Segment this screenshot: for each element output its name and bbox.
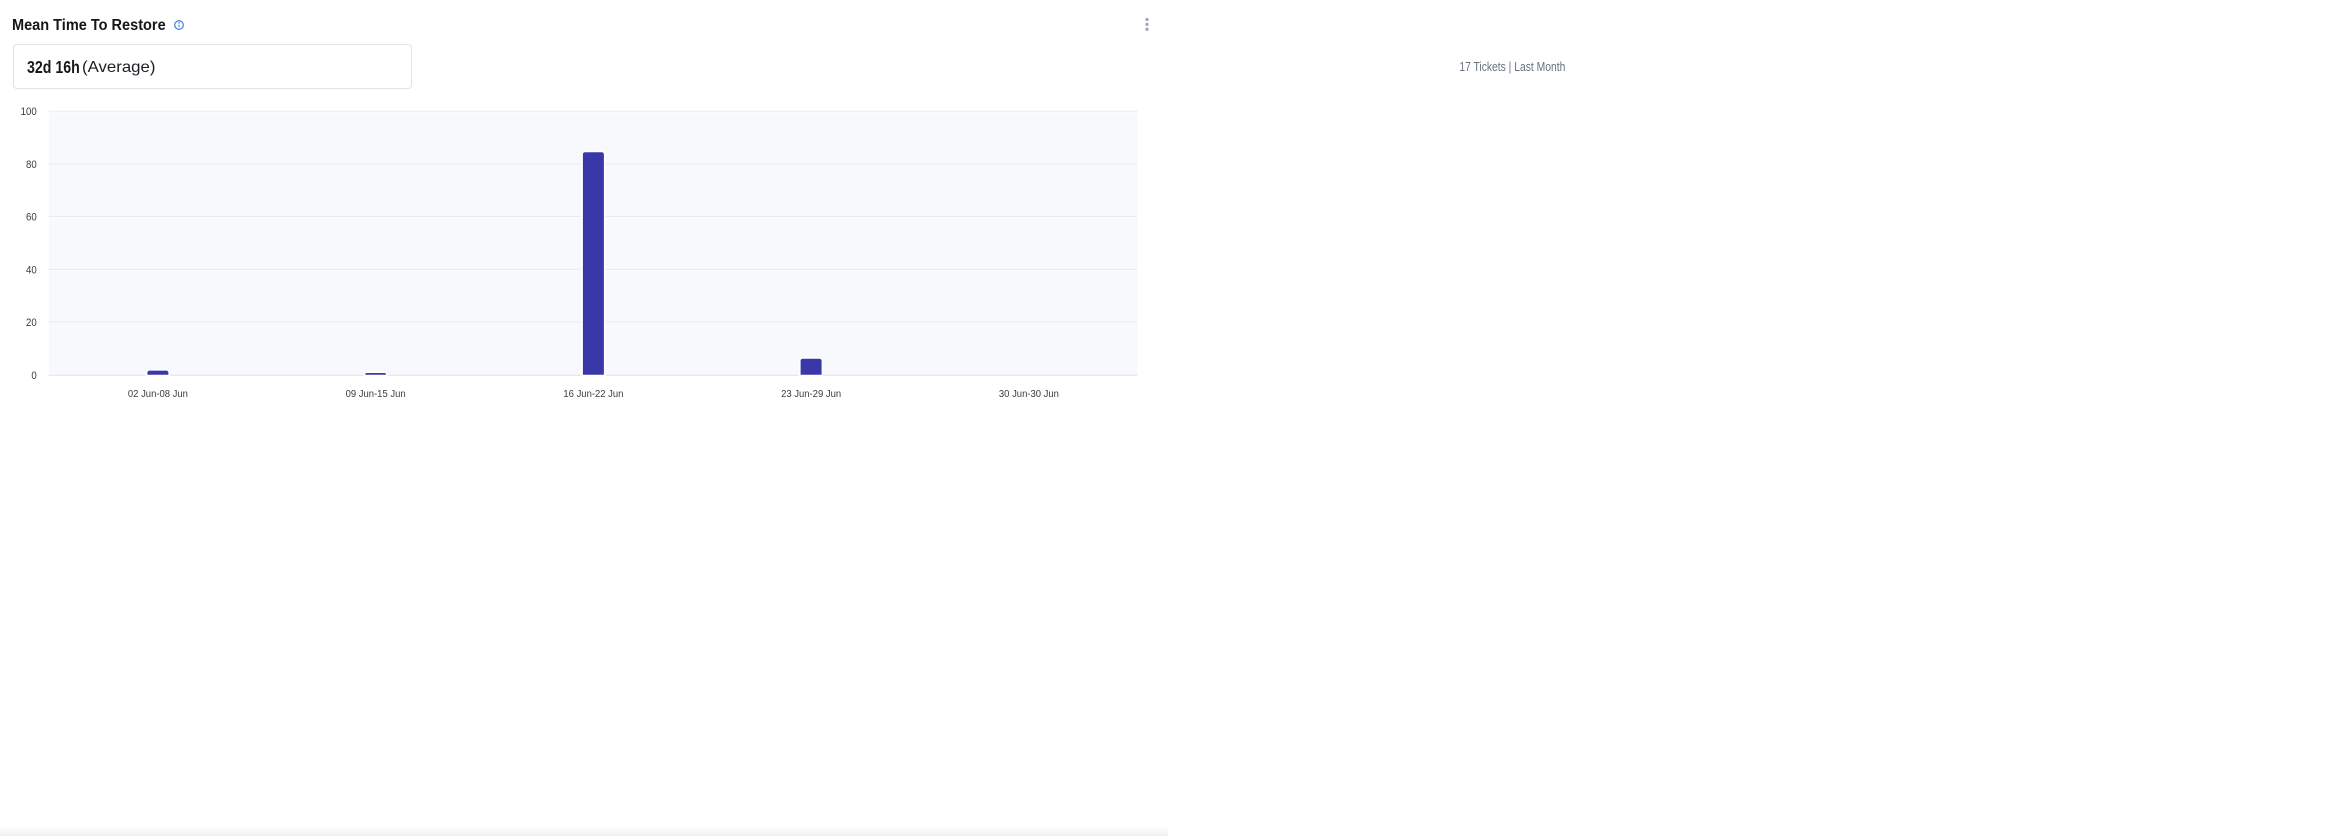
svg-text:09 Jun-15 Jun: 09 Jun-15 Jun bbox=[346, 388, 406, 399]
svg-text:02 Jun-08 Jun: 02 Jun-08 Jun bbox=[128, 388, 188, 399]
svg-text:30 Jun-30 Jun: 30 Jun-30 Jun bbox=[999, 388, 1059, 399]
svg-text:40: 40 bbox=[26, 264, 37, 277]
svg-text:0: 0 bbox=[31, 369, 36, 382]
svg-text:100: 100 bbox=[21, 105, 37, 118]
svg-text:60: 60 bbox=[26, 211, 37, 224]
svg-text:80: 80 bbox=[26, 158, 37, 171]
svg-text:20: 20 bbox=[26, 316, 37, 329]
svg-text:23 Jun-29 Jun: 23 Jun-29 Jun bbox=[781, 388, 841, 399]
svg-text:16 Jun-22 Jun: 16 Jun-22 Jun bbox=[563, 388, 623, 399]
